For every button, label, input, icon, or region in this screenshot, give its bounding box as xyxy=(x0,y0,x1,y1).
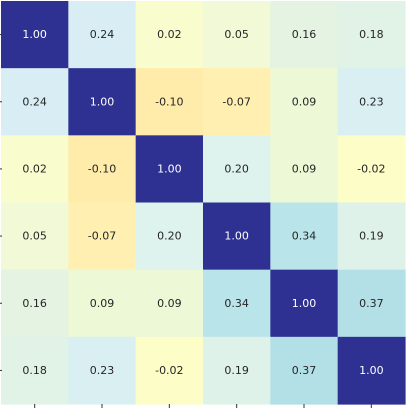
heatmap-value-label-r5-c1: 0.23 xyxy=(90,364,115,377)
heatmap-cell-r0-c4 xyxy=(270,1,339,69)
heatmap-value-label-r2-c4: 0.09 xyxy=(292,162,317,175)
heatmap-cell-r5-c1 xyxy=(68,336,137,405)
heatmap-cell-r3-c2 xyxy=(135,202,204,271)
heatmap-value-label-r3-c5: 0.19 xyxy=(359,230,384,243)
heatmap-cell-r5-c0 xyxy=(1,336,69,405)
heatmap-value-label-r3-c4: 0.34 xyxy=(292,230,317,243)
heatmap-cell-r0-c0 xyxy=(1,1,69,69)
heatmap-cell-r2-c5 xyxy=(337,135,406,204)
heatmap-value-label-r4-c0: 0.16 xyxy=(22,297,47,310)
heatmap-cell-labels: 1.00 0.24 0.02 0.05 0.16 0.18 0.24 1.00 -0.10 -0.… xyxy=(22,28,385,377)
heatmap-value-label-r5-c5: 1.00 xyxy=(359,364,384,377)
heatmap-value-label-r0-c3: 0.05 xyxy=(224,28,249,41)
heatmap-value-label-r1-c1: 1.00 xyxy=(90,95,115,108)
heatmap-cell-r1-c3 xyxy=(203,68,271,136)
heatmap-value-label-r0-c4: 0.16 xyxy=(292,28,317,41)
heatmap-cell-r4-c2 xyxy=(135,269,204,338)
axis-ticks xyxy=(0,34,372,408)
heatmap-value-label-r0-c1: 0.24 xyxy=(90,28,115,41)
heatmap-value-label-r2-c2: 1.00 xyxy=(157,162,182,175)
heatmap-cell-r2-c1 xyxy=(68,135,137,204)
heatmap-cell-r3-c3 xyxy=(203,202,271,271)
heatmap-cell-r0-c1 xyxy=(68,1,137,69)
heatmap-cell-r1-c5 xyxy=(337,68,406,136)
heatmap-value-label-r5-c4: 0.37 xyxy=(292,364,317,377)
heatmap-value-label-r1-c5: 0.23 xyxy=(359,95,384,108)
heatmap-value-label-r3-c3: 1.00 xyxy=(224,230,249,243)
heatmap-value-label-r3-c0: 0.05 xyxy=(22,230,47,243)
heatmap-cell-r2-c2 xyxy=(135,135,204,204)
heatmap-value-label-r3-c2: 0.20 xyxy=(157,230,182,243)
heatmap-value-label-r4-c4: 1.00 xyxy=(292,297,317,310)
heatmap-cell-r5-c2 xyxy=(135,336,204,405)
heatmap-value-label-r2-c1: -0.10 xyxy=(88,162,116,175)
heatmap-cell-r3-c0 xyxy=(1,202,69,271)
heatmap-value-label-r0-c5: 0.18 xyxy=(359,28,384,41)
heatmap-value-label-r4-c1: 0.09 xyxy=(90,297,115,310)
heatmap-value-label-r2-c3: 0.20 xyxy=(224,162,249,175)
heatmap-cell-r5-c3 xyxy=(203,336,271,405)
heatmap-value-label-r1-c4: 0.09 xyxy=(292,95,317,108)
heatmap-cell-r4-c0 xyxy=(1,269,69,338)
heatmap-cell-r0-c5 xyxy=(337,1,406,69)
heatmap-cell-r5-c4 xyxy=(270,336,339,405)
heatmap-cell-r3-c5 xyxy=(337,202,406,271)
heatmap-value-label-r0-c0: 1.00 xyxy=(22,28,47,41)
heatmap-cell-r4-c3 xyxy=(203,269,271,338)
heatmap-value-label-r2-c5: -0.02 xyxy=(357,162,385,175)
heatmap-value-label-r4-c2: 0.09 xyxy=(157,297,182,310)
heatmap-cell-r4-c4 xyxy=(270,269,339,338)
heatmap-value-label-r1-c3: -0.07 xyxy=(222,95,250,108)
heatmap-cell-r5-c5 xyxy=(337,336,406,405)
heatmap-cell-r4-c5 xyxy=(337,269,406,338)
heatmap-cell-r1-c1 xyxy=(68,68,137,136)
heatmap-cell-r2-c4 xyxy=(270,135,339,204)
heatmap-cell-r4-c1 xyxy=(68,269,137,338)
heatmap-cell-r1-c2 xyxy=(135,68,204,136)
heatmap-cell-r0-c3 xyxy=(203,1,271,69)
heatmap-value-label-r5-c2: -0.02 xyxy=(155,364,183,377)
heatmap-cell-r3-c4 xyxy=(270,202,339,271)
heatmap-value-label-r4-c5: 0.37 xyxy=(359,297,384,310)
heatmap-cell-r1-c0 xyxy=(1,68,69,136)
heatmap-value-label-r0-c2: 0.02 xyxy=(157,28,182,41)
heatmap-value-label-r4-c3: 0.34 xyxy=(224,297,249,310)
heatmap-value-label-r2-c0: 0.02 xyxy=(22,162,47,175)
heatmap-cell-r2-c0 xyxy=(1,135,69,204)
heatmap-value-label-r5-c3: 0.19 xyxy=(224,364,249,377)
heatmap-value-label-r5-c0: 0.18 xyxy=(22,364,47,377)
heatmap-cell-r2-c3 xyxy=(203,135,271,204)
heatmap-cell-r0-c2 xyxy=(135,1,204,69)
heatmap-value-label-r1-c0: 0.24 xyxy=(22,95,47,108)
heatmap-value-label-r3-c1: -0.07 xyxy=(88,230,116,243)
heatmap-cell-r1-c4 xyxy=(270,68,339,136)
heatmap-cell-r3-c1 xyxy=(68,202,137,271)
heatmap-value-label-r1-c2: -0.10 xyxy=(155,95,183,108)
